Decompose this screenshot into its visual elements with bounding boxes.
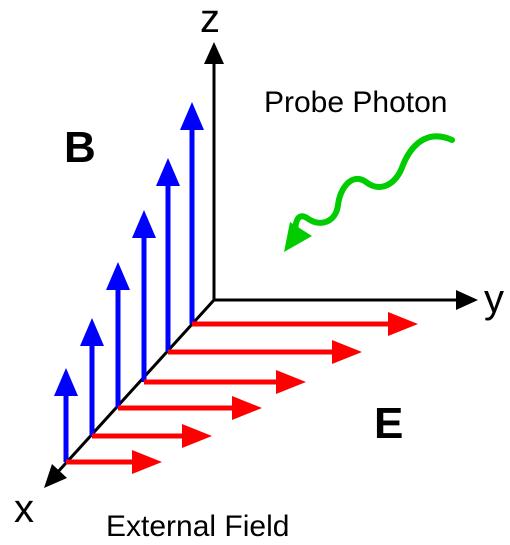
photon-arrowhead — [284, 222, 312, 252]
b-vector-arrowhead — [156, 158, 180, 186]
external-field-caption: External Field — [106, 510, 289, 543]
b-vector-arrowhead — [180, 102, 204, 130]
b-vector-arrowhead — [54, 368, 78, 396]
x-axis-label: x — [14, 487, 34, 531]
e-vector-arrowhead — [388, 312, 418, 336]
z-axis-label: z — [200, 0, 220, 41]
x-axis — [54, 298, 216, 476]
x-axis-arrowhead — [44, 464, 67, 488]
e-field-label: E — [374, 399, 403, 448]
b-field-vectors — [54, 102, 204, 462]
axes — [44, 42, 478, 488]
z-axis-arrowhead — [204, 42, 224, 64]
probe-photon — [284, 133, 455, 252]
e-vector-arrowhead — [132, 450, 162, 474]
probe-photon-label: Probe Photon — [264, 86, 447, 119]
y-axis-arrowhead — [456, 290, 478, 310]
e-field-vectors — [66, 312, 418, 474]
e-vector-arrowhead — [332, 340, 362, 364]
e-vector-arrowhead — [232, 396, 262, 420]
b-vector-arrowhead — [80, 318, 104, 346]
b-vector-arrowhead — [106, 262, 130, 290]
e-vector-arrowhead — [182, 424, 212, 448]
photon-wave — [292, 133, 455, 239]
e-vector-arrowhead — [276, 370, 306, 394]
b-field-label: B — [64, 123, 96, 172]
b-vector-arrowhead — [132, 210, 156, 238]
y-axis-label: y — [484, 277, 504, 321]
